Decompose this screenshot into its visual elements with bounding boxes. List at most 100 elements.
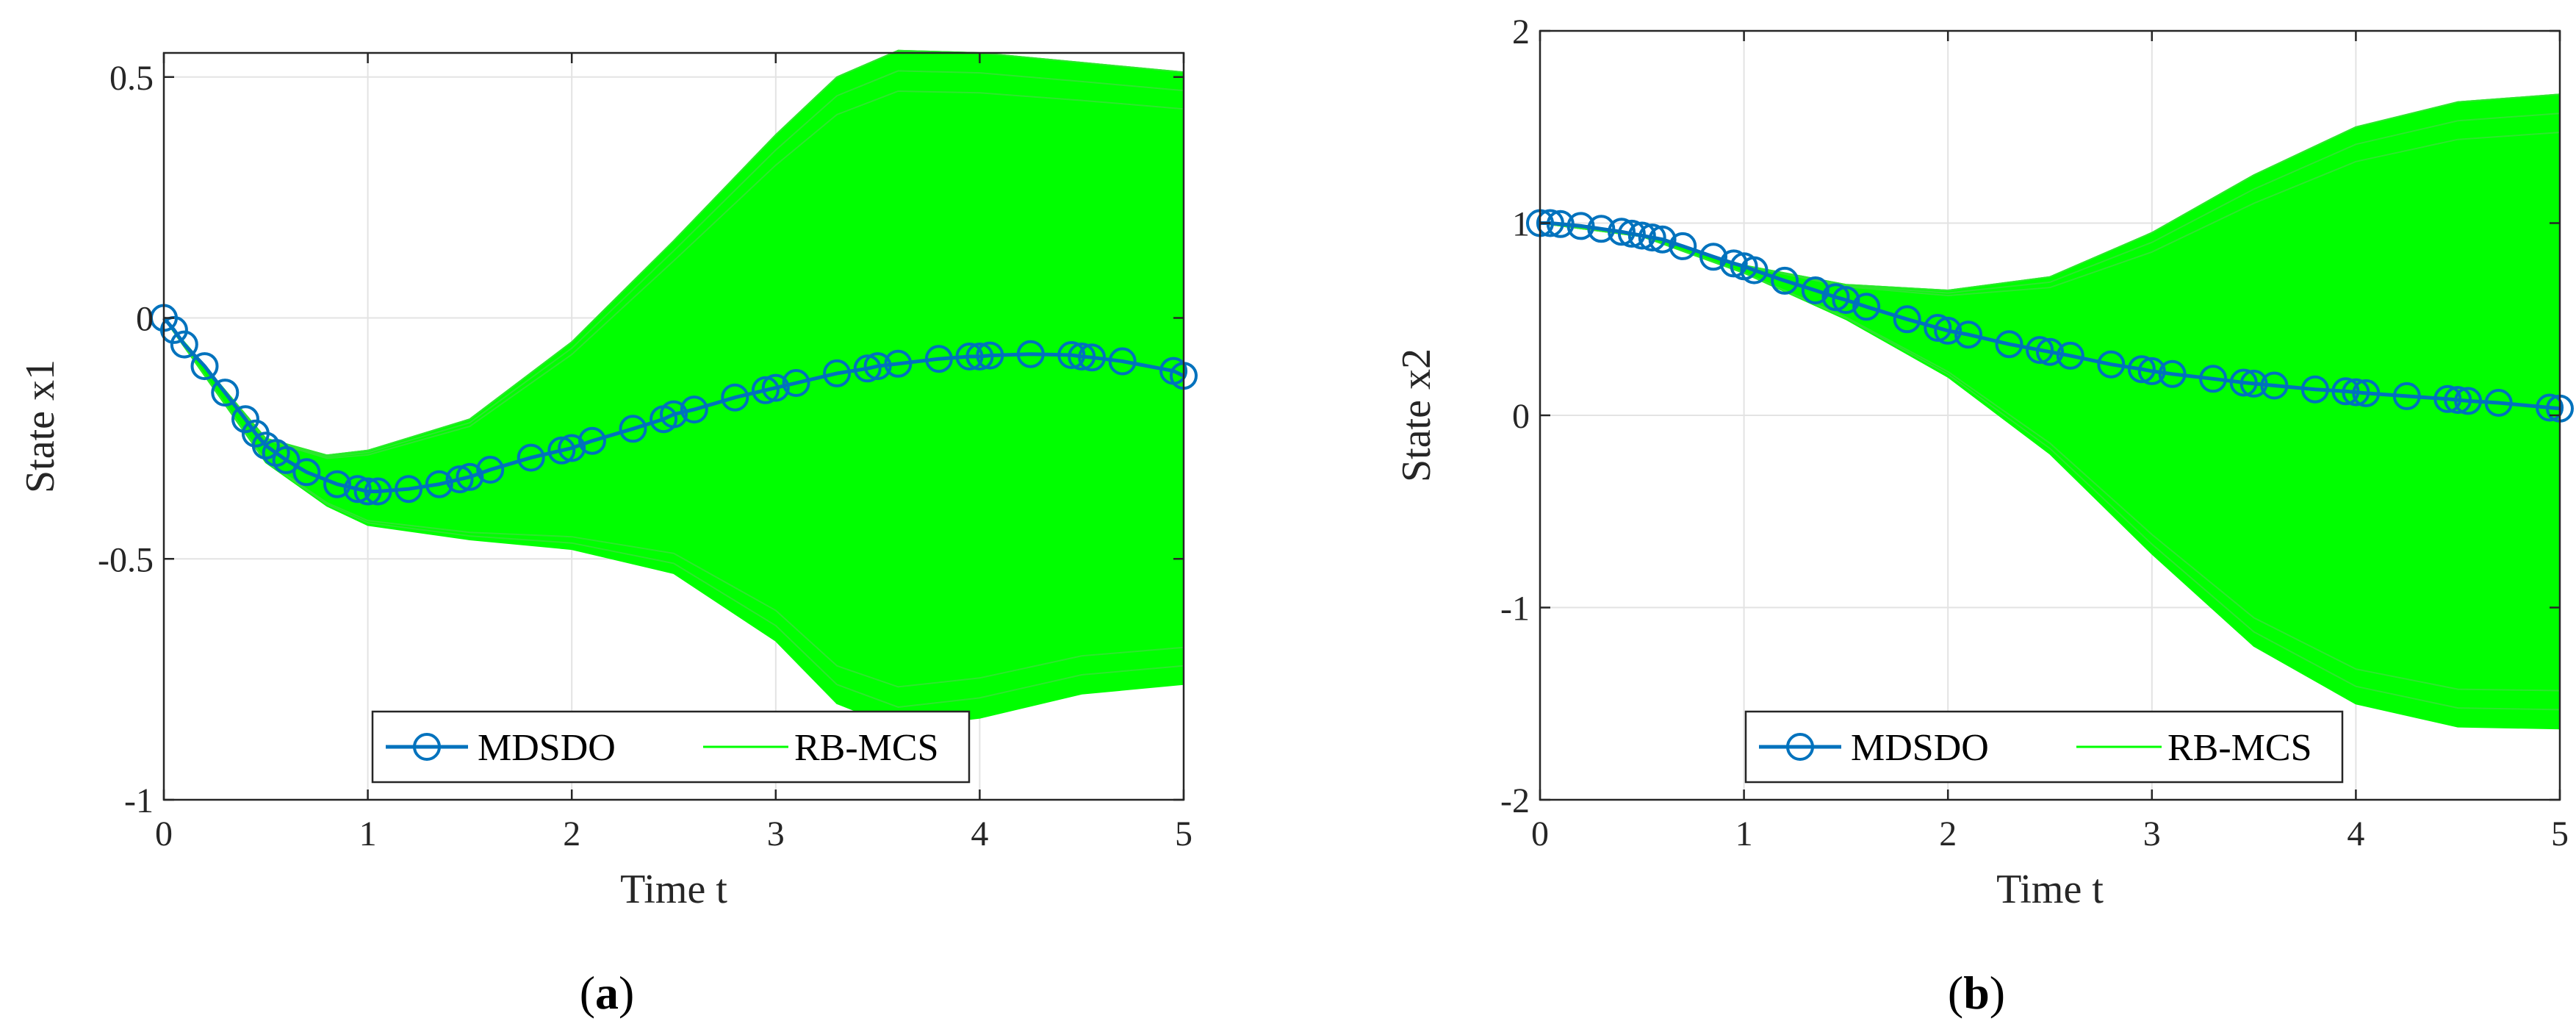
mdsdo-marker <box>1108 347 1137 376</box>
mdsdo-marker <box>955 343 984 370</box>
x-tick-label: 4 <box>971 814 988 853</box>
y-tick-label: 2 <box>1512 12 1530 51</box>
mdsdo-marker <box>2342 378 2370 407</box>
legend-box <box>1744 710 2344 784</box>
caption-open: ( <box>580 967 595 1019</box>
mdsdo-marker <box>170 330 198 359</box>
caption-open: ( <box>1948 967 1963 1019</box>
mdsdo-marker <box>853 354 882 383</box>
x-axis-label: Time t <box>1996 867 2104 912</box>
x-tick-label: 5 <box>1175 814 1192 853</box>
mdsdo-marker <box>190 352 219 381</box>
x-axis: 0 1 2 3 4 5 <box>155 53 1192 853</box>
mdsdo-marker <box>884 349 913 378</box>
mdsdo-marker <box>2229 368 2258 397</box>
mdsdo-marker <box>364 477 392 506</box>
x-tick-label: 5 <box>2551 814 2569 853</box>
y-tick-label: -2 <box>1500 781 1530 820</box>
y-tick-label: -1 <box>124 781 154 820</box>
mdsdo-marker <box>1924 314 1952 342</box>
mdsdo-marker <box>660 400 688 429</box>
mdsdo-series <box>1526 209 2574 423</box>
x-tick-label: 2 <box>563 814 580 853</box>
mdsdo-marker <box>2056 341 2084 370</box>
legend-box <box>371 710 971 784</box>
y-tick-label: 0.5 <box>109 59 154 98</box>
x-tick-label: 3 <box>767 814 785 853</box>
mdsdo-marker <box>863 352 892 381</box>
axes-box <box>162 51 1185 801</box>
x-tick-label: 0 <box>1531 814 1549 853</box>
mdsdo-marker <box>2331 377 2360 406</box>
y-axis: -1 -0.5 0 0.5 <box>98 59 1184 820</box>
x-tick-label: 3 <box>2143 814 2161 853</box>
mdsdo-marker <box>323 470 351 498</box>
mdsdo-marker <box>2260 371 2289 400</box>
mdsdo-marker <box>2026 336 2054 365</box>
x-tick-label: 2 <box>1939 814 1957 853</box>
mdsdo-marker <box>1638 223 1666 252</box>
mdsdo-marker <box>1995 330 2023 359</box>
legend-mdsdo-marker <box>413 733 441 761</box>
legend-entry-rbmcs: RB-MCS <box>794 727 939 769</box>
mdsdo-marker <box>476 456 505 484</box>
mdsdo-marker <box>211 379 240 407</box>
mdsdo-marker <box>353 477 382 506</box>
mdsdo-marker <box>1078 343 1107 372</box>
mdsdo-marker <box>782 369 810 397</box>
mdsdo-marker <box>343 475 372 504</box>
mdsdo-marker <box>924 345 953 373</box>
mdsdo-marker <box>547 436 576 465</box>
rb-mcs-trajectory <box>163 317 1184 709</box>
mdsdo-marker <box>1608 218 1636 246</box>
y-tick-label: 0 <box>1512 397 1530 436</box>
y-axis: -2 -1 0 1 2 <box>1500 12 2560 820</box>
mdsdo-marker <box>1627 221 1656 250</box>
mdsdo-marker <box>445 465 474 494</box>
mdsdo-marker <box>272 445 301 474</box>
mdsdo-marker <box>2199 365 2228 393</box>
mdsdo-marker <box>751 376 780 404</box>
rb-mcs-trajectory <box>163 70 1184 458</box>
mdsdo-marker <box>2433 384 2462 413</box>
panel-caption: (a) <box>580 967 635 1019</box>
mdsdo-marker <box>1893 305 1921 334</box>
x-tick-label: 1 <box>359 814 377 853</box>
mdsdo-marker <box>2484 389 2513 417</box>
x-axis: 0 1 2 3 4 5 <box>1531 31 2569 853</box>
mdsdo-marker <box>2352 379 2381 407</box>
mdsdo-marker <box>1669 232 1697 260</box>
legend-mdsdo-marker <box>1786 733 1814 761</box>
caption-letter: b <box>1963 967 1990 1019</box>
mdsdo-marker <box>2392 382 2421 410</box>
mdsdo-marker <box>976 341 1004 370</box>
rb-mcs-trajectory <box>1539 222 2561 692</box>
mdsdo-marker <box>1832 286 1860 315</box>
mdsdo-marker <box>1934 316 1962 345</box>
mdsdo-marker <box>965 343 994 370</box>
x-tick-label: 1 <box>1735 814 1753 853</box>
mdsdo-marker <box>2239 369 2268 398</box>
mdsdo-marker <box>558 434 586 462</box>
mdsdo-marker <box>1648 225 1677 254</box>
mdsdo-marker <box>395 475 423 504</box>
mdsdo-marker <box>1852 293 1881 321</box>
mdsdo-marker <box>721 383 749 412</box>
y-tick-label: -1 <box>1500 590 1530 628</box>
mdsdo-marker <box>1954 320 1982 349</box>
y-axis-label: State x2 <box>1394 348 1439 482</box>
mdsdo-marker <box>2454 387 2483 415</box>
mdsdo-marker <box>823 359 852 387</box>
chart-b: 0 1 2 3 4 5 -2 -1 0 1 2 Time t State x2 MDSDO RB-MCS (b… <box>1394 12 2574 1019</box>
mdsdo-marker <box>1771 266 1799 295</box>
legend-entry-mdsdo: MDSDO <box>1851 727 1989 769</box>
mdsdo-marker <box>2158 359 2187 388</box>
mdsdo-marker <box>1546 209 1575 238</box>
caption-close: ) <box>619 967 634 1019</box>
mdsdo-marker <box>2536 393 2564 422</box>
mdsdo-marker <box>2097 350 2126 379</box>
mdsdo-marker <box>2036 337 2064 366</box>
mdsdo-marker <box>1536 209 1564 237</box>
legend-entry-rbmcs: RB-MCS <box>2167 727 2312 769</box>
